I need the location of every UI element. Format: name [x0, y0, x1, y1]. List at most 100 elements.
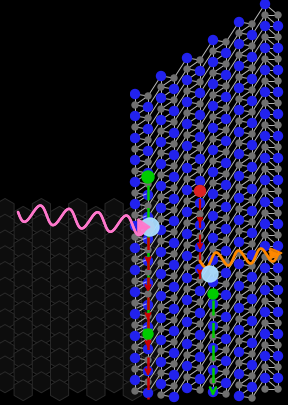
Circle shape [274, 352, 283, 360]
Circle shape [261, 242, 270, 251]
Circle shape [274, 176, 283, 185]
Circle shape [171, 295, 177, 301]
Polygon shape [87, 301, 105, 322]
Circle shape [183, 318, 192, 327]
Circle shape [234, 150, 243, 159]
Circle shape [247, 273, 257, 282]
Circle shape [234, 260, 243, 269]
Circle shape [158, 194, 164, 200]
Circle shape [145, 291, 151, 297]
Polygon shape [69, 215, 87, 236]
Circle shape [275, 79, 281, 85]
Polygon shape [123, 348, 141, 369]
Circle shape [142, 222, 154, 233]
Circle shape [156, 116, 166, 125]
Circle shape [275, 211, 281, 216]
Polygon shape [32, 277, 50, 298]
Circle shape [171, 207, 177, 213]
Circle shape [209, 212, 217, 221]
Polygon shape [87, 223, 105, 243]
Circle shape [247, 317, 257, 326]
Circle shape [183, 274, 192, 283]
Circle shape [197, 365, 203, 371]
Circle shape [132, 190, 138, 196]
Circle shape [234, 84, 243, 93]
Circle shape [158, 239, 164, 244]
Circle shape [184, 155, 190, 161]
Polygon shape [14, 207, 32, 228]
Circle shape [197, 387, 203, 393]
Circle shape [261, 0, 270, 9]
Circle shape [261, 88, 270, 97]
Circle shape [234, 128, 243, 137]
Circle shape [247, 339, 257, 347]
Polygon shape [0, 277, 14, 298]
Circle shape [143, 345, 153, 354]
Polygon shape [32, 309, 50, 330]
Circle shape [156, 226, 166, 235]
Circle shape [234, 282, 243, 291]
Circle shape [275, 298, 281, 304]
Circle shape [209, 102, 217, 111]
Circle shape [209, 190, 217, 199]
Circle shape [196, 309, 204, 318]
Circle shape [275, 364, 281, 370]
Circle shape [171, 273, 177, 279]
Circle shape [130, 244, 139, 253]
Circle shape [130, 310, 139, 319]
Polygon shape [141, 199, 160, 220]
Polygon shape [87, 364, 105, 385]
Circle shape [143, 257, 153, 266]
Circle shape [156, 204, 166, 213]
Circle shape [158, 85, 164, 91]
Polygon shape [138, 220, 150, 235]
Polygon shape [32, 325, 50, 345]
Circle shape [262, 298, 268, 304]
Circle shape [184, 111, 190, 117]
Circle shape [156, 292, 166, 301]
Circle shape [196, 67, 204, 76]
Circle shape [209, 36, 217, 45]
Circle shape [156, 72, 166, 81]
Circle shape [274, 242, 283, 251]
Circle shape [130, 266, 139, 275]
Polygon shape [105, 246, 123, 267]
Polygon shape [141, 309, 160, 330]
Circle shape [210, 202, 216, 209]
Circle shape [143, 367, 153, 375]
Circle shape [171, 361, 177, 367]
Polygon shape [141, 293, 160, 314]
Circle shape [197, 190, 203, 196]
Polygon shape [141, 246, 160, 267]
Circle shape [210, 159, 216, 164]
Circle shape [197, 211, 203, 217]
Circle shape [249, 132, 255, 138]
Circle shape [261, 352, 270, 360]
Circle shape [132, 388, 138, 394]
Circle shape [132, 300, 138, 306]
Circle shape [247, 207, 257, 216]
Circle shape [234, 194, 243, 203]
Circle shape [158, 348, 164, 354]
Polygon shape [123, 364, 141, 385]
Circle shape [275, 35, 281, 41]
Circle shape [170, 283, 179, 292]
Polygon shape [270, 248, 282, 259]
Polygon shape [87, 333, 105, 354]
Polygon shape [50, 254, 69, 275]
Circle shape [274, 198, 283, 207]
Circle shape [247, 185, 257, 194]
Circle shape [183, 208, 192, 217]
Circle shape [223, 149, 229, 156]
Circle shape [221, 357, 230, 366]
Circle shape [156, 138, 166, 147]
Circle shape [261, 132, 270, 141]
Circle shape [249, 329, 255, 335]
Circle shape [221, 71, 230, 80]
Circle shape [196, 353, 204, 362]
Circle shape [209, 80, 217, 89]
Circle shape [196, 375, 204, 384]
Circle shape [275, 13, 281, 19]
Polygon shape [14, 223, 32, 243]
Circle shape [247, 229, 257, 238]
